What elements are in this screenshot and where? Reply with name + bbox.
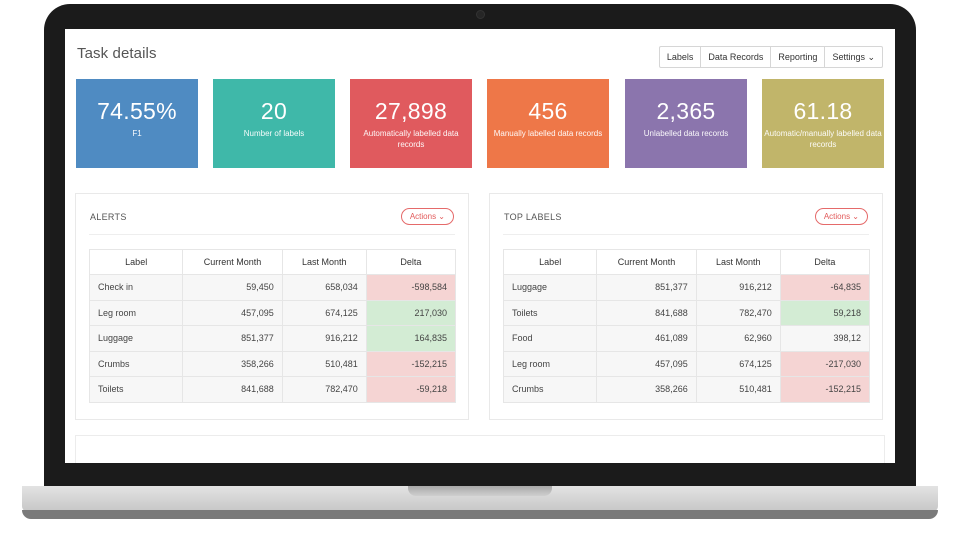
row-label: Leg room — [502, 350, 598, 377]
column-header[interactable]: Label — [88, 249, 184, 275]
last-month-cell: 510,481 — [281, 350, 367, 377]
kpi-tile-f1: 74.55% F1 — [76, 79, 198, 168]
delta-cell: -217,030 — [779, 350, 871, 377]
table-row[interactable]: Toilets 841,688 782,470 59,218 — [502, 299, 871, 326]
table-row[interactable]: Luggage 851,377 916,212 164,835 — [88, 325, 457, 352]
current-month-cell: 841,688 — [596, 299, 697, 326]
top-labels-panel: TOP LABELS Actions ⌄ Label Current Month… — [489, 193, 883, 420]
page-title: Task details — [77, 45, 157, 62]
alerts-panel: ALERTS Actions ⌄ Label Current Month Las… — [75, 193, 469, 420]
table-header-row: Label Current Month Last Month Delta — [502, 249, 871, 275]
last-month-cell: 674,125 — [695, 350, 781, 377]
row-label: Toilets — [502, 299, 598, 326]
alerts-actions-button[interactable]: Actions ⌄ — [400, 208, 454, 225]
kpi-tile-automatic-manual-ratio: 61.18 Automatic/manually labelled data r… — [762, 79, 884, 168]
nav-reporting-button[interactable]: Reporting — [771, 47, 826, 67]
current-month-cell: 457,095 — [182, 299, 283, 326]
last-month-cell: 916,212 — [695, 274, 781, 301]
column-header[interactable]: Label — [502, 249, 598, 275]
kpi-label: Automatically labelled data records — [363, 129, 459, 149]
table-row[interactable]: Food 461,089 62,960 398,12 — [502, 325, 871, 352]
current-month-cell: 59,450 — [182, 274, 283, 301]
kpi-value: 20 — [260, 98, 288, 124]
delta-cell: -64,835 — [779, 274, 871, 301]
top-labels-table: Label Current Month Last Month Delta Lug… — [502, 249, 871, 403]
last-month-cell: 782,470 — [281, 376, 367, 403]
kpi-value: 27,898 — [374, 98, 448, 124]
table-row[interactable]: Crumbs 358,266 510,481 -152,215 — [502, 376, 871, 403]
nav-labels-button[interactable]: Labels — [660, 47, 702, 67]
row-label: Food — [502, 325, 598, 352]
current-month-cell: 841,688 — [182, 376, 283, 403]
current-month-cell: 851,377 — [182, 325, 283, 352]
last-month-cell: 658,034 — [281, 274, 367, 301]
kpi-value: 61.18 — [793, 98, 853, 124]
kpi-tile-unlabelled: 2,365 Unlabelled data records — [625, 79, 747, 168]
webcam-icon — [476, 10, 485, 19]
row-label: Crumbs — [88, 350, 184, 377]
last-month-cell: 62,960 — [695, 325, 781, 352]
column-header[interactable]: Last Month — [695, 249, 781, 275]
top-labels-actions-button[interactable]: Actions ⌄ — [814, 208, 868, 225]
kpi-tile-automatically-labelled: 27,898 Automatically labelled data recor… — [350, 79, 472, 168]
delta-cell: -598,584 — [365, 274, 457, 301]
table-row[interactable]: Crumbs 358,266 510,481 -152,215 — [88, 350, 457, 377]
alerts-title: ALERTS — [90, 212, 127, 222]
table-header-row: Label Current Month Last Month Delta — [88, 249, 457, 275]
nav-settings-dropdown[interactable]: Settings ⌄ — [832, 52, 875, 62]
table-row[interactable]: Toilets 841,688 782,470 -59,218 — [88, 376, 457, 403]
laptop-base-edge — [22, 510, 938, 519]
kpi-label: Unlabelled data records — [643, 129, 729, 138]
current-month-cell: 461,089 — [596, 325, 697, 352]
kpi-label: F1 — [132, 129, 142, 138]
column-header[interactable]: Last Month — [281, 249, 367, 275]
screen: Task details Labels Data Records Reporti… — [65, 29, 895, 463]
kpi-label: Manually labelled data records — [493, 129, 603, 138]
delta-cell: -152,215 — [365, 350, 457, 377]
current-month-cell: 851,377 — [596, 274, 697, 301]
nav-data-records-button[interactable]: Data Records — [701, 47, 772, 67]
row-label: Toilets — [88, 376, 184, 403]
delta-cell: 164,835 — [365, 325, 457, 352]
last-month-cell: 782,470 — [695, 299, 781, 326]
column-header[interactable]: Current Month — [182, 249, 283, 275]
top-nav: Labels Data Records Reporting Settings ⌄ — [658, 46, 883, 68]
kpi-tile-manually-labelled: 456 Manually labelled data records — [487, 79, 609, 168]
kpi-label: Automatic/manually labelled data records — [764, 129, 882, 149]
kpi-value: 74.55% — [97, 98, 177, 124]
delta-cell: 59,218 — [779, 299, 871, 326]
current-month-cell: 358,266 — [596, 376, 697, 403]
lower-panel — [75, 435, 885, 463]
divider — [89, 234, 455, 235]
row-label: Check in — [88, 274, 184, 301]
last-month-cell: 916,212 — [281, 325, 367, 352]
kpi-value: 2,365 — [656, 98, 716, 124]
divider — [503, 234, 869, 235]
laptop-notch — [408, 486, 552, 496]
row-label: Leg room — [88, 299, 184, 326]
table-row[interactable]: Luggage 851,377 916,212 -64,835 — [502, 274, 871, 301]
delta-cell: -59,218 — [365, 376, 457, 403]
alerts-table: Label Current Month Last Month Delta Che… — [88, 249, 457, 403]
table-row[interactable]: Check in 59,450 658,034 -598,584 — [88, 274, 457, 301]
row-label: Luggage — [88, 325, 184, 352]
last-month-cell: 674,125 — [281, 299, 367, 326]
table-row[interactable]: Leg room 457,095 674,125 217,030 — [88, 299, 457, 326]
top-labels-title: TOP LABELS — [504, 212, 562, 222]
column-header[interactable]: Current Month — [596, 249, 697, 275]
delta-cell: -152,215 — [779, 376, 871, 403]
row-label: Luggage — [502, 274, 598, 301]
delta-cell: 217,030 — [365, 299, 457, 326]
column-header[interactable]: Delta — [779, 249, 871, 275]
current-month-cell: 457,095 — [596, 350, 697, 377]
delta-cell: 398,12 — [779, 325, 871, 352]
row-label: Crumbs — [502, 376, 598, 403]
column-header[interactable]: Delta — [365, 249, 457, 275]
last-month-cell: 510,481 — [695, 376, 781, 403]
kpi-value: 456 — [528, 98, 568, 124]
current-month-cell: 358,266 — [182, 350, 283, 377]
kpi-label: Number of labels — [243, 129, 305, 138]
kpi-tile-number-of-labels: 20 Number of labels — [213, 79, 335, 168]
table-row[interactable]: Leg room 457,095 674,125 -217,030 — [502, 350, 871, 377]
